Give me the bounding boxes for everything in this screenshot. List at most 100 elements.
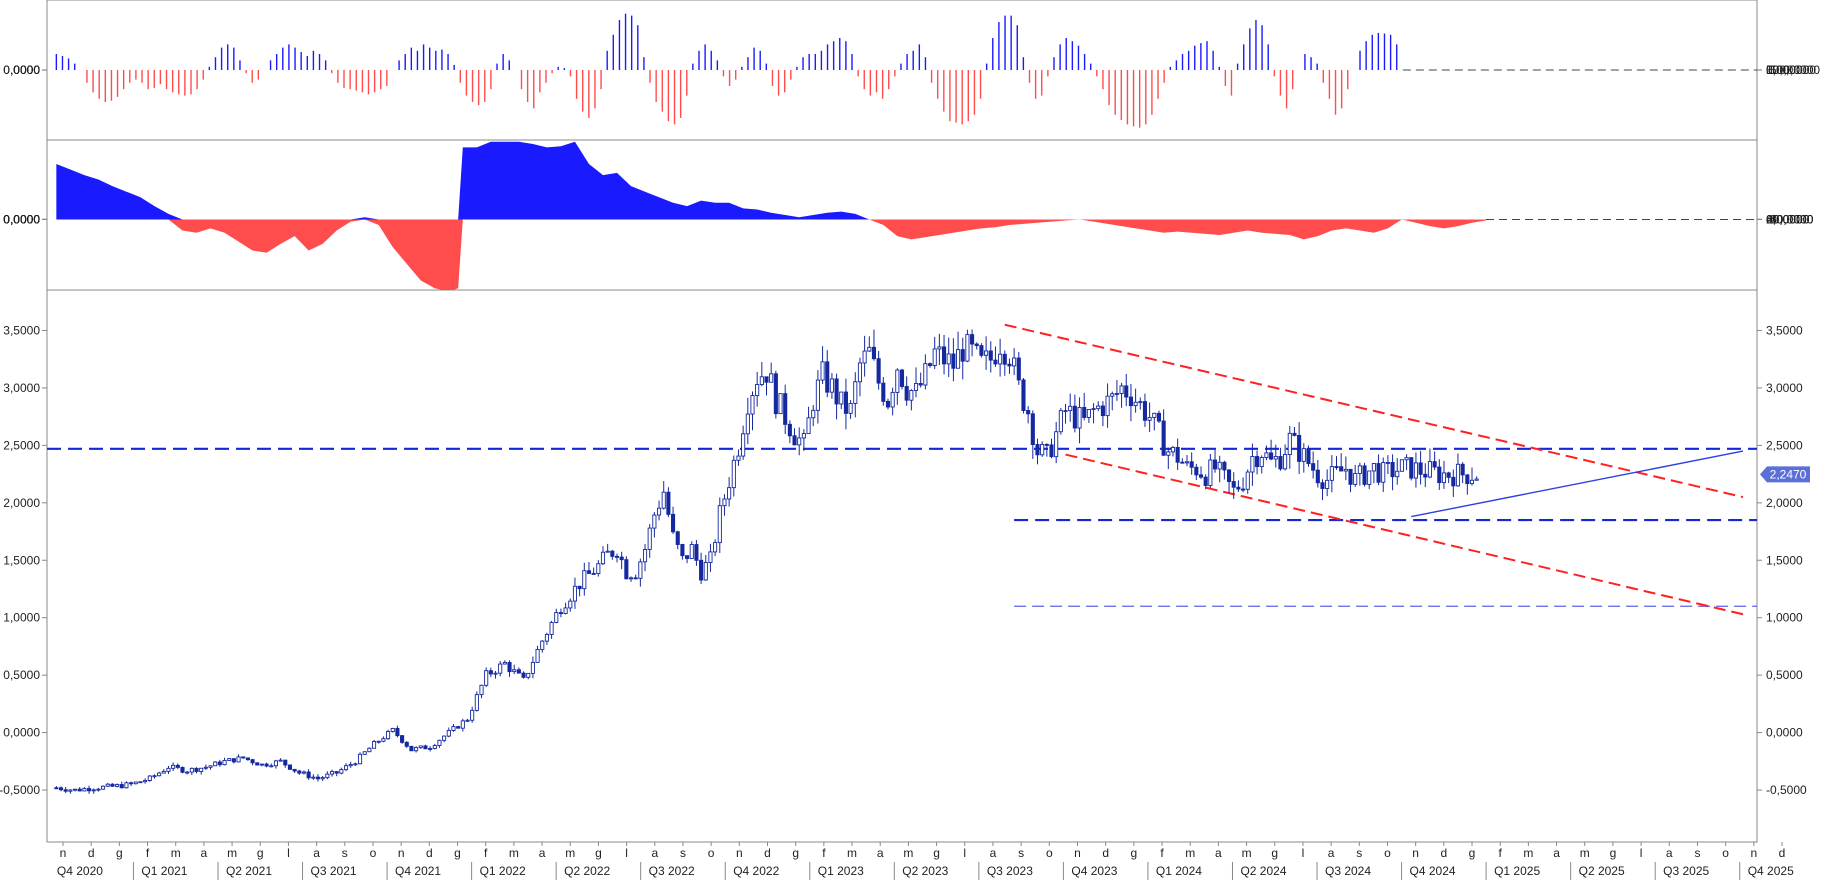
candle-body: [1465, 474, 1470, 485]
candle-body: [1114, 393, 1119, 395]
candle-body: [1371, 463, 1376, 472]
candle-body: [185, 771, 190, 774]
area-tick-label-left: 0,0000: [3, 212, 40, 226]
candle-body: [479, 684, 484, 696]
candle-body: [750, 395, 755, 415]
candle-body: [885, 400, 891, 408]
candle-body: [273, 760, 278, 767]
candle-body: [666, 491, 671, 515]
candle-body: [549, 622, 554, 635]
x-month-label: o: [1046, 846, 1053, 860]
candle-body: [203, 766, 208, 769]
candle-body: [1264, 452, 1269, 459]
candle-body: [1170, 446, 1176, 453]
candle-body: [633, 577, 638, 580]
candle-body: [806, 417, 811, 435]
x-month-label: s: [342, 846, 348, 860]
candle-body: [236, 756, 241, 763]
candle-body: [568, 600, 573, 609]
candle-body: [745, 413, 750, 435]
x-month-label: g: [933, 846, 940, 860]
candle-body: [1203, 476, 1208, 486]
candle-body: [474, 694, 479, 711]
candle-body: [1446, 472, 1451, 478]
candle-body: [1315, 469, 1320, 484]
x-month-label: g: [1271, 846, 1278, 860]
candle-body: [423, 745, 428, 750]
candle-body: [1418, 462, 1423, 475]
candle-body: [722, 498, 727, 507]
area-tick-label-left: 0,0000: [3, 213, 40, 227]
candle-body: [1212, 459, 1218, 470]
x-month-label: o: [1722, 846, 1729, 860]
candle-body: [1035, 444, 1040, 456]
candle-body: [619, 556, 624, 561]
x-quarter-label: Q2 2025: [1579, 864, 1625, 878]
candle-body: [334, 771, 339, 774]
x-month-label: m: [847, 846, 857, 860]
price-tick-label-right: 2,5000: [1766, 438, 1803, 452]
candle-body: [1362, 465, 1367, 485]
price-tick-label-left: -0,5000: [0, 783, 40, 797]
x-month-label: l: [963, 846, 966, 860]
candle-body: [199, 767, 204, 772]
candle-body: [166, 767, 171, 772]
candle-body: [208, 765, 213, 768]
candle-body: [110, 783, 115, 787]
candle-body: [1451, 476, 1456, 487]
candle-body: [157, 772, 162, 777]
candle-body: [984, 350, 989, 356]
candle-body: [988, 350, 993, 361]
candle-body: [1156, 412, 1162, 422]
candle-body: [1250, 456, 1255, 473]
candle-body: [694, 544, 699, 561]
candle-body: [923, 363, 928, 386]
candle-body: [171, 764, 176, 769]
candle-body: [1474, 478, 1479, 481]
area-tick-label-right: -40,0000: [1766, 212, 1814, 226]
candle-body: [1002, 353, 1007, 365]
candle-body: [1399, 459, 1404, 472]
candle-body: [815, 379, 820, 411]
candle-body: [526, 672, 531, 678]
x-month-label: g: [595, 846, 602, 860]
candle-body: [1161, 420, 1166, 456]
x-month-label: f: [1499, 846, 1503, 860]
candle-body: [1012, 357, 1017, 367]
candle-body: [759, 376, 764, 385]
osc-tick-label-right: 100,0000: [1766, 63, 1816, 77]
x-month-label: a: [313, 846, 320, 860]
candle-body: [498, 663, 503, 674]
x-quarter-label: Q2 2021: [226, 864, 272, 878]
x-month-label: n: [736, 846, 743, 860]
candle-body: [801, 433, 806, 439]
x-month-label: n: [1412, 846, 1419, 860]
candle-body: [946, 353, 951, 365]
candle-body: [292, 768, 297, 772]
x-month-label: m: [903, 846, 913, 860]
candle-body: [1016, 357, 1021, 381]
x-month-label: a: [1553, 846, 1560, 860]
candle-body: [778, 393, 783, 415]
candle-body: [652, 514, 657, 529]
candle-body: [143, 780, 148, 783]
candle-body: [783, 393, 788, 425]
candle-body: [456, 726, 461, 729]
candle-body: [339, 769, 344, 774]
candle-body: [1030, 413, 1035, 445]
candle-body: [395, 727, 400, 737]
x-month-label: a: [877, 846, 884, 860]
candle-body: [1413, 462, 1418, 479]
candle-body: [381, 738, 386, 742]
x-month-label: f: [1160, 846, 1164, 860]
x-month-label: g: [257, 846, 264, 860]
x-month-label: s: [680, 846, 686, 860]
area-tick-label-right: 0,0000: [1766, 212, 1803, 226]
x-quarter-label: Q1 2021: [141, 864, 187, 878]
area-tick-label-right: 60,0000: [1766, 212, 1810, 226]
rising-support-line: [1411, 450, 1744, 518]
x-month-label: o: [708, 846, 715, 860]
candle-body: [671, 513, 676, 533]
candle-body: [1385, 462, 1390, 464]
candle-body: [58, 787, 64, 791]
